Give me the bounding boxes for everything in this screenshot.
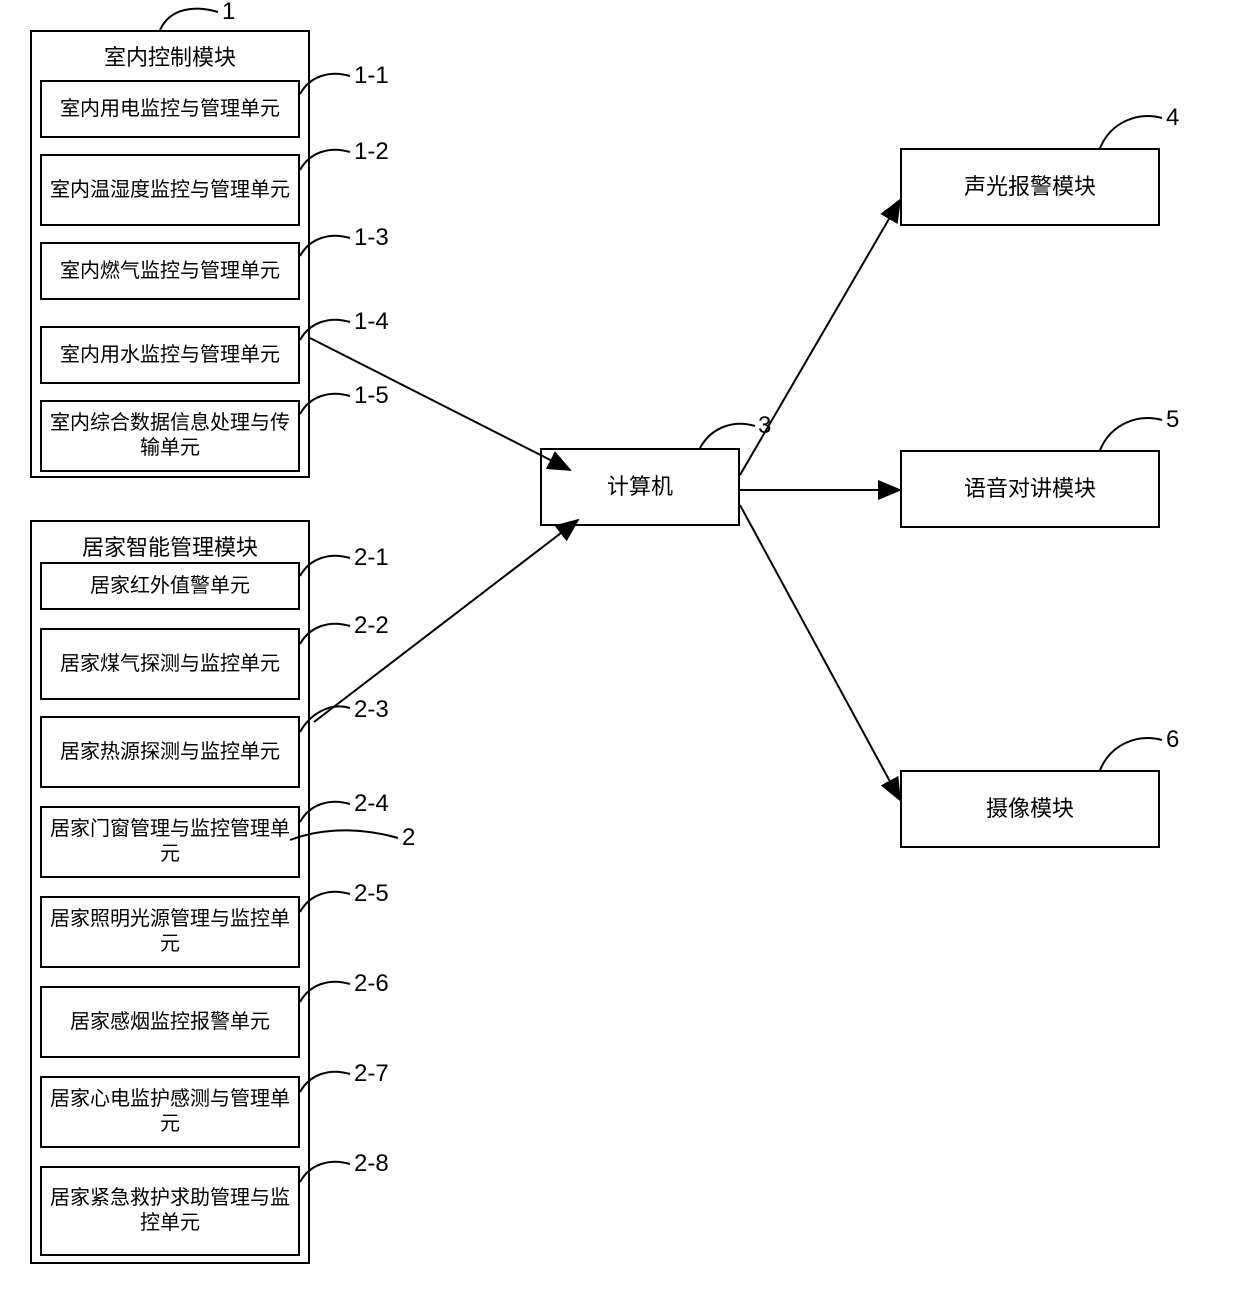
ref-label: 2-5 [354,880,389,908]
ref-label: 5 [1166,406,1179,434]
ref-label: 1-5 [354,382,389,410]
ref-label: 2-7 [354,1060,389,1088]
ref-label: 1-1 [354,62,389,90]
ref-label: 1-3 [354,224,389,252]
module-2-unit: 居家红外值警单元 [40,562,300,610]
ref-label: 2-4 [354,790,389,818]
module-1-unit: 室内综合数据信息处理与传输单元 [40,400,300,472]
module-1-unit: 室内用水监控与管理单元 [40,326,300,384]
module-2-unit: 居家煤气探测与监控单元 [40,628,300,700]
ref-label: 2-1 [354,544,389,572]
module-2-unit: 居家热源探测与监控单元 [40,716,300,788]
ref-label: 1 [222,0,235,26]
module-2-unit: 居家感烟监控报警单元 [40,986,300,1058]
module-1-unit: 室内温湿度监控与管理单元 [40,154,300,226]
ref-label: 1-4 [354,308,389,336]
module-1-unit: 室内用电监控与管理单元 [40,80,300,138]
ref-label: 2-3 [354,696,389,724]
ref-label: 1-2 [354,138,389,166]
ref-label: 3 [758,412,771,440]
output-node: 摄像模块 [900,770,1160,848]
output-node: 语音对讲模块 [900,450,1160,528]
ref-label: 2 [402,824,415,852]
module-2-unit: 居家紧急救护求助管理与监控单元 [40,1166,300,1256]
module-2-unit: 居家门窗管理与监控管理单元 [40,806,300,878]
ref-label: 6 [1166,726,1179,754]
computer-node: 计算机 [540,448,740,526]
output-node: 声光报警模块 [900,148,1160,226]
ref-label: 2-8 [354,1150,389,1178]
module-2-unit: 居家心电监护感测与管理单元 [40,1076,300,1148]
ref-label: 2-6 [354,970,389,998]
diagram-canvas: 室内控制模块室内用电监控与管理单元室内温湿度监控与管理单元室内燃气监控与管理单元… [0,0,1240,1293]
module-2-title: 居家智能管理模块 [32,522,308,566]
ref-label: 2-2 [354,612,389,640]
module-1-title: 室内控制模块 [32,32,308,76]
module-1-unit: 室内燃气监控与管理单元 [40,242,300,300]
ref-label: 4 [1166,104,1179,132]
module-2-unit: 居家照明光源管理与监控单元 [40,896,300,968]
